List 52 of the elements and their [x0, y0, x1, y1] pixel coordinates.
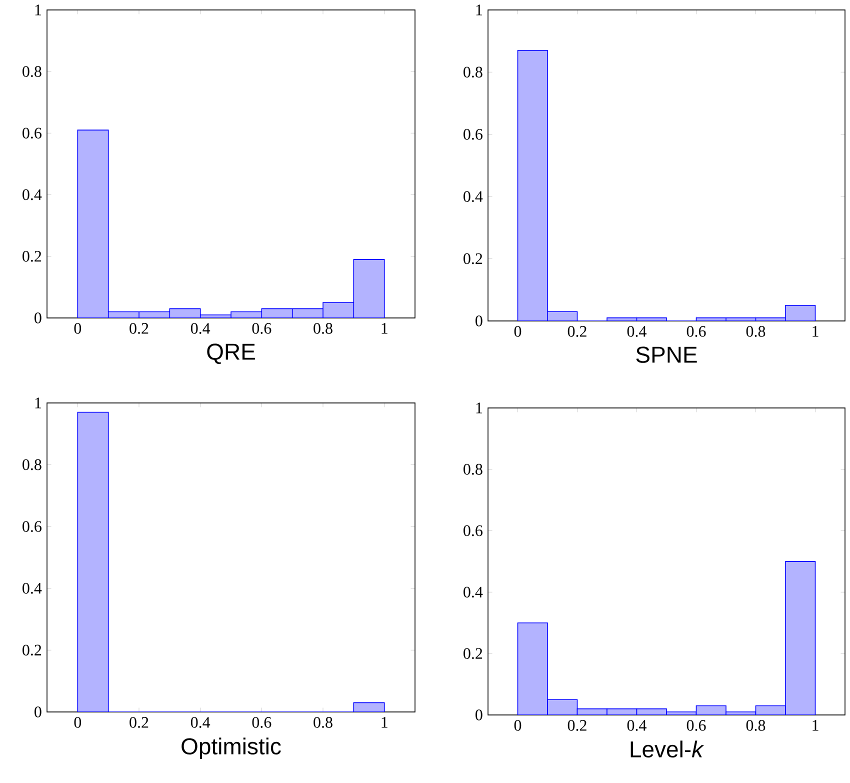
x-tick-label: 0.8 [746, 720, 766, 731]
x-tick-label: 0.6 [252, 323, 272, 334]
y-tick-label: 0.2 [464, 648, 482, 660]
y-tick-label: 0.8 [22, 459, 42, 470]
y-tick-label: 0 [34, 706, 42, 718]
y-tick-label: 0.6 [22, 128, 42, 139]
x-tick-label: 1 [812, 326, 818, 337]
y-tick-label: 0 [34, 312, 42, 324]
x-tick-label: 0.4 [190, 323, 210, 334]
x-axis-title: Level-k [630, 740, 704, 758]
y-tick-label: 0.2 [22, 644, 42, 656]
y-tick-label: 0.4 [464, 586, 483, 598]
y-tick-label: 0.4 [464, 191, 483, 202]
y-tick-label: 1 [476, 402, 482, 414]
y-tick-label: 0.4 [22, 189, 42, 200]
x-tick-label: 0 [514, 720, 522, 731]
x-tick-label: 0.2 [130, 323, 148, 334]
x-tick-label: 0.6 [686, 326, 706, 337]
x-tick-label: 0.2 [130, 717, 148, 728]
x-axis-title: SPNE [636, 346, 697, 363]
y-tick-label: 0.8 [464, 464, 482, 475]
x-tick-label: 0.2 [568, 720, 586, 731]
x-tick-label: 0.8 [746, 326, 766, 337]
x-tick-label: 0.8 [314, 323, 332, 334]
y-tick-label: 0 [476, 710, 482, 720]
x-tick-label: 0.6 [252, 717, 272, 728]
y-tick-label: 0.8 [464, 66, 482, 78]
x-tick-label: 1 [382, 717, 388, 728]
x-tick-label: 0.4 [190, 717, 210, 728]
y-tick-label: 0 [476, 316, 482, 326]
x-tick-label: 0.6 [686, 720, 706, 731]
y-tick-label: 1 [35, 398, 41, 408]
x-axis-title: Optimistic [182, 738, 281, 760]
x-tick-label: 0.4 [627, 720, 647, 731]
y-tick-label: 0.2 [464, 253, 482, 264]
x-tick-label: 0 [74, 323, 82, 334]
x-tick-label: 0 [514, 326, 522, 337]
y-tick-label: 1 [476, 4, 482, 16]
y-tick-label: 0.2 [22, 250, 42, 262]
x-tick-label: 0 [74, 717, 82, 728]
y-tick-label: 0.8 [22, 66, 42, 78]
y-tick-label: 0.6 [464, 128, 482, 140]
x-tick-label: 0.2 [568, 326, 586, 337]
y-tick-label: 0.6 [464, 525, 482, 536]
y-tick-label: 0.4 [22, 582, 42, 594]
y-tick-label: 1 [35, 4, 41, 16]
x-axis-title: QRE [207, 344, 255, 364]
y-tick-label: 0.6 [22, 521, 42, 532]
x-tick-label: 0.4 [627, 326, 647, 337]
x-tick-label: 0.8 [314, 717, 332, 728]
x-tick-label: 1 [812, 720, 818, 731]
x-tick-label: 1 [382, 323, 388, 334]
